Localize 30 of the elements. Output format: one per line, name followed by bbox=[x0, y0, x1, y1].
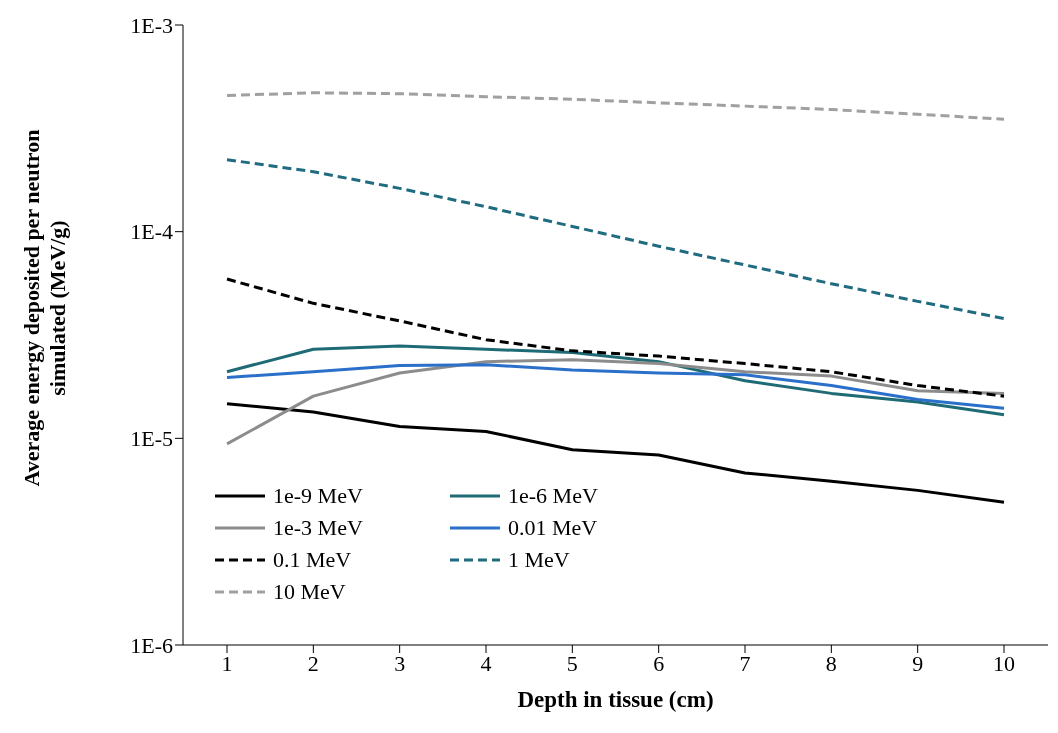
line-series bbox=[225, 158, 1006, 321]
line-series bbox=[225, 91, 1006, 121]
x-tick-label: 5 bbox=[566, 650, 578, 676]
legend-label: 1e-3 MeV bbox=[273, 515, 363, 541]
x-tick-label: 8 bbox=[825, 650, 837, 676]
y-tick-label: 1E-6 bbox=[130, 632, 173, 658]
legend-label: 0.1 MeV bbox=[273, 547, 352, 573]
y-axis-title: Average energy deposited per neutron simulated (MeV/g) bbox=[19, 128, 71, 489]
legend-label: 1e-9 MeV bbox=[273, 483, 363, 509]
x-tick-label: 3 bbox=[394, 650, 406, 676]
y-tick-label: 1E-5 bbox=[130, 426, 173, 452]
x-tick-label: 9 bbox=[912, 650, 924, 676]
legend-label: 1e-6 MeV bbox=[508, 483, 598, 509]
x-tick-label: 2 bbox=[307, 650, 319, 676]
legend-label: 0.01 MeV bbox=[508, 515, 598, 541]
x-tick-label: 6 bbox=[653, 650, 665, 676]
line-series bbox=[225, 277, 1006, 398]
line-series bbox=[225, 363, 1006, 410]
y-tick-label: 1E-4 bbox=[130, 219, 173, 245]
y-tick-label: 1E-3 bbox=[130, 12, 173, 38]
x-tick-label: 7 bbox=[739, 650, 751, 676]
line-series bbox=[225, 402, 1006, 504]
legend-label: 1 MeV bbox=[508, 547, 570, 573]
x-axis-title: Depth in tissue (cm) bbox=[517, 687, 714, 712]
x-tick-label: 1 bbox=[221, 650, 233, 676]
line-series bbox=[225, 344, 1006, 417]
x-tick-label: 10 bbox=[993, 650, 1015, 676]
line-series bbox=[225, 358, 1006, 446]
legend-label: 10 MeV bbox=[273, 579, 346, 605]
x-tick-label: 4 bbox=[480, 650, 492, 676]
